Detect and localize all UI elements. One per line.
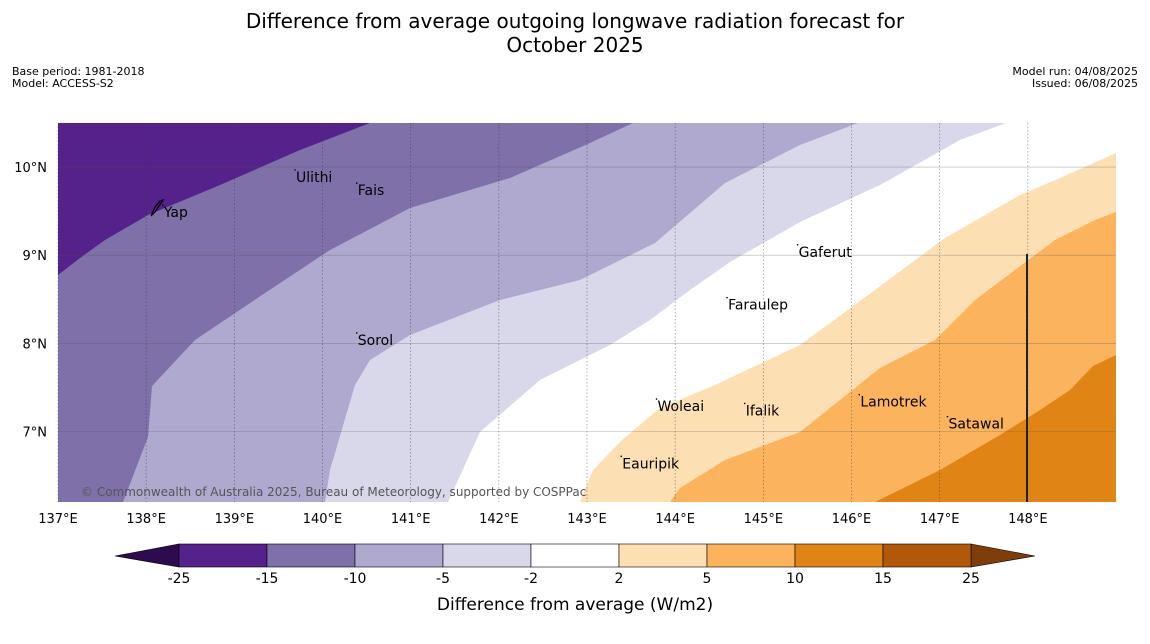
place-label: Faraulep: [728, 298, 788, 314]
latitude-tick-label: 8°N: [23, 337, 48, 352]
colorbar: -25 -15 -10 -5 -2 2 5 10 15 25 Difference from av…: [114, 543, 1036, 615]
place-labels: Ulithi Fais Yap Gaferut Faraulep Sorol Lamotre…: [162, 169, 1004, 472]
place-marker: [655, 398, 658, 400]
map-title: Difference from average outgoing longwav…: [0, 9, 1150, 57]
colorbar-low-extension: [114, 543, 180, 568]
longitude-tick-label: 146°E: [832, 512, 872, 527]
model-run: Model run: 04/08/2025: [1012, 65, 1138, 78]
colorbar-tick-label: -2: [524, 571, 538, 587]
latitude-tick-label: 10°N: [14, 161, 47, 176]
place-marker: [355, 332, 358, 334]
place-marker: [294, 169, 296, 171]
colorbar-swatch: [706, 543, 796, 568]
title-line-2: October 2025: [506, 33, 644, 57]
colorbar-tick-label: 15: [874, 571, 892, 587]
colorbar-swatch: [530, 543, 620, 568]
place-marker: [620, 455, 623, 458]
place-label: Fais: [358, 183, 385, 199]
colorbar-swatch: [618, 543, 708, 568]
graticule: [57, 123, 1116, 502]
place-label: Yap: [163, 205, 188, 221]
contour-purple-dark: [58, 123, 370, 275]
longitude-tick-label: 143°E: [567, 512, 607, 527]
place-marker: [726, 296, 728, 299]
meta-left: Base period: 1981-2018 Model: ACCESS-S2: [12, 66, 144, 90]
place-label: Ulithi: [296, 170, 332, 186]
latitude-tick-label: 7°N: [23, 425, 48, 440]
title-line-1: Difference from average outgoing longwav…: [245, 9, 905, 33]
latitude-labels: 10°N 9°N 8°N 7°N: [14, 161, 47, 440]
colorbar-high-extension: [970, 543, 1036, 568]
latitude-tick-label: 9°N: [23, 249, 48, 264]
yap-island-outline: [150, 198, 165, 217]
longitude-labels: 137°E 138°E 139°E 140°E 141°E 142°E 143°E 144°E…: [38, 512, 1047, 527]
colorbar-title: Difference from average (W/m2): [437, 595, 713, 615]
longitude-tick-label: 142°E: [479, 512, 519, 527]
colorbar-swatch: [178, 543, 268, 568]
place-label: Sorol: [358, 333, 393, 349]
contour-purple-mid: [58, 123, 633, 502]
place-label: Lamotrek: [860, 395, 927, 411]
base-period: Base period: 1981-2018: [12, 65, 145, 78]
colorbar-swatch: [354, 543, 444, 568]
place-marker: [355, 182, 358, 184]
colorbar-tick-label: -5: [436, 571, 450, 587]
place-marker: [162, 204, 164, 206]
colorbar-swatch: [794, 543, 884, 568]
meta-right: Model run: 04/08/2025 Issued: 06/08/2025: [1012, 66, 1138, 90]
model-name: Model: ACCESS-S2: [12, 77, 114, 90]
place-marker: [946, 415, 949, 418]
colorbar-tick-label: 2: [615, 571, 624, 587]
colorbar-swatch: [882, 543, 972, 568]
colorbar-swatch: [442, 543, 532, 568]
longitude-tick-label: 147°E: [920, 512, 960, 527]
longitude-tick-label: 139°E: [215, 512, 255, 527]
issued-date: Issued: 06/08/2025: [1031, 77, 1138, 90]
longitude-tick-label: 144°E: [655, 512, 695, 527]
copyright-credit: © Commonwealth of Australia 2025, Bureau…: [81, 485, 586, 499]
colorbar-tick-label: -10: [344, 571, 367, 587]
colorbar-swatch: [266, 543, 356, 568]
place-marker: [796, 244, 799, 246]
colorbar-tick-label: 10: [786, 571, 804, 587]
place-label: Woleai: [658, 399, 705, 415]
place-marker: [858, 393, 861, 396]
longitude-tick-label: 141°E: [391, 512, 431, 527]
longitude-tick-label: 140°E: [303, 512, 343, 527]
place-marker: [743, 402, 746, 405]
longitude-tick-label: 148°E: [1008, 512, 1048, 527]
longitude-tick-label: 145°E: [744, 512, 784, 527]
longitude-tick-label: 137°E: [38, 512, 78, 527]
place-label: Eauripik: [622, 456, 680, 472]
colorbar-tick-label: -25: [168, 571, 191, 587]
contour-orange-dark: [875, 355, 1116, 502]
colorbar-tick-label: 5: [703, 571, 712, 587]
colorbar-tick-label: -15: [256, 571, 279, 587]
longitude-tick-label: 138°E: [126, 512, 166, 527]
place-label: Ifalik: [746, 403, 780, 419]
contour-orange: [670, 212, 1116, 502]
place-label: Gaferut: [799, 245, 853, 261]
place-label: Satawal: [948, 417, 1003, 433]
colorbar-tick-label: 25: [962, 571, 980, 587]
